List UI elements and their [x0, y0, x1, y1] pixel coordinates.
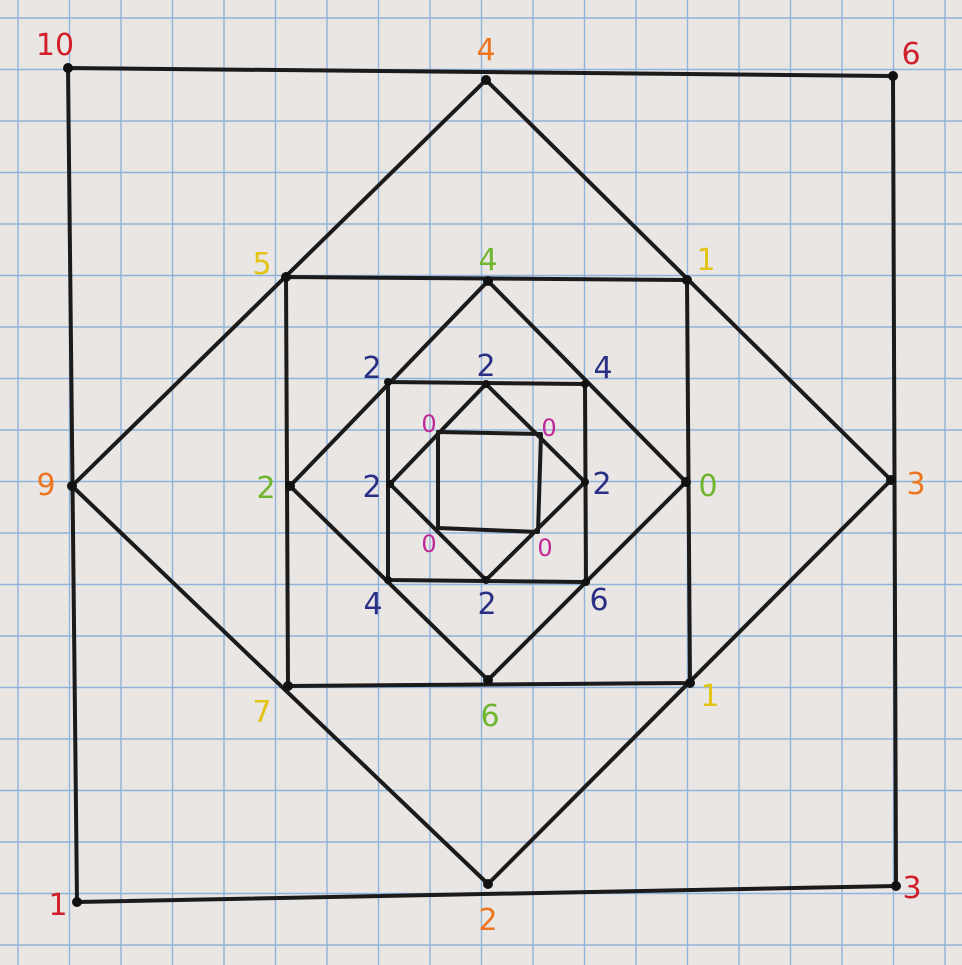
vertex-dot: [285, 481, 295, 491]
vertex-labels: 10 6 3 1 4 3 2 9 5 1 1 7 4 0 6 2 2 4 6 4…: [36, 28, 926, 938]
label-third-diamond-right: 2: [592, 467, 611, 502]
vertex-dot: [581, 380, 589, 388]
label-second-square-bottom-right: 1: [700, 679, 719, 714]
vertex-dot: [483, 276, 493, 286]
vertex-dot: [888, 71, 898, 81]
vertex-dot: [581, 478, 589, 486]
label-third-square-bottom-right: 6: [589, 583, 608, 618]
label-outer-square-bottom-left: 1: [48, 888, 67, 923]
vertex-dot: [582, 578, 590, 586]
label-outer-diamond-right: 3: [906, 467, 925, 502]
label-second-diamond-bottom: 6: [480, 699, 499, 734]
vertex-dot: [481, 75, 491, 85]
label-outer-square-top-left: 10: [36, 28, 74, 63]
vertex-dot: [886, 475, 896, 485]
vertex-dot: [63, 63, 73, 73]
inner-square: [436, 430, 543, 534]
label-inner-square-bottom-right: 0: [537, 534, 552, 562]
vertex-dot: [682, 275, 692, 285]
vertex-dot: [891, 881, 901, 891]
label-third-diamond-bottom: 2: [477, 587, 496, 622]
label-second-square-bottom-left: 7: [252, 695, 271, 730]
vertex-dot: [384, 576, 392, 584]
vertex-dot: [384, 378, 392, 386]
label-outer-square-top-right: 6: [901, 37, 920, 72]
label-second-diamond-top: 4: [478, 243, 497, 278]
vertex-dot: [283, 681, 293, 691]
label-third-square-top-left: 2: [362, 351, 381, 386]
label-inner-square-top-left: 0: [421, 410, 436, 438]
vertex-dot: [685, 678, 695, 688]
label-second-square-top-right: 1: [696, 243, 715, 278]
vertex-dot: [681, 477, 691, 487]
label-outer-diamond-top: 4: [476, 33, 495, 68]
label-third-diamond-top: 2: [476, 349, 495, 384]
vertex-dot: [482, 380, 490, 388]
label-third-diamond-left: 2: [362, 470, 381, 505]
vertex-dot: [483, 879, 493, 889]
label-outer-diamond-bottom: 2: [478, 903, 497, 938]
vertex-dot: [482, 576, 490, 584]
label-third-square-bottom-left: 4: [363, 587, 382, 622]
vertex-dot: [386, 480, 394, 488]
vertex-dot: [483, 675, 493, 685]
vertex-dot: [281, 272, 291, 282]
vertex-dot: [67, 481, 77, 491]
vertex-dot: [72, 897, 82, 907]
label-second-diamond-right: 0: [698, 469, 717, 504]
label-outer-square-bottom-right: 3: [902, 871, 921, 906]
label-inner-square-bottom-left: 0: [421, 530, 436, 558]
vertex-dots: [63, 63, 901, 907]
label-third-square-top-right: 4: [593, 351, 612, 386]
label-second-square-top-left: 5: [252, 247, 271, 282]
label-inner-square-top-right: 0: [541, 414, 556, 442]
label-second-diamond-left: 2: [256, 471, 275, 506]
label-outer-diamond-left: 9: [36, 468, 55, 503]
